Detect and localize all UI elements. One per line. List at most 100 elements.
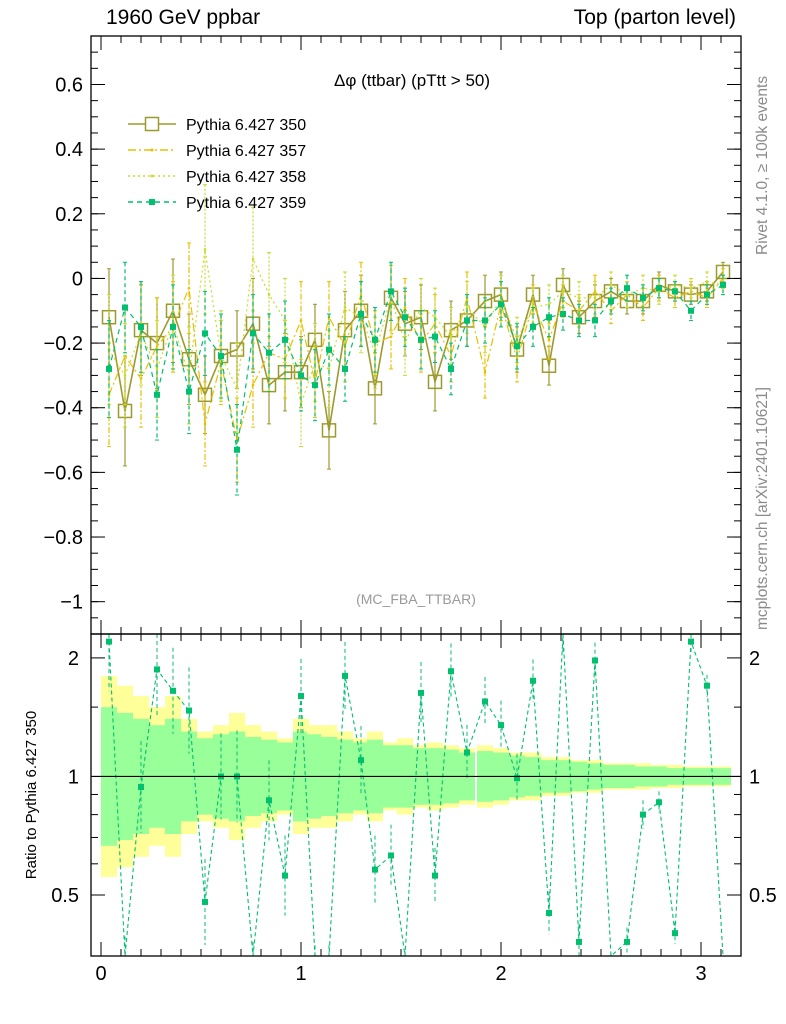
data-point [342,365,348,372]
ratio-point [672,930,678,937]
ratio-point [186,707,192,714]
legend-marker [150,148,154,152]
ratio-point [448,668,454,675]
data-point [609,283,613,287]
series-line [108,249,724,407]
data-point [576,317,582,324]
ratio-point [154,666,160,673]
axes: 0.6 0.4 0.2 0 −0.2 −0.4 −0.6 −0.8 −1 0 1 2 3 2 2 1 1 0.5 0… [44,35,777,985]
data-point [388,288,394,295]
data-point [389,335,393,338]
data-point [123,374,127,377]
data-point [313,361,317,364]
series-line [108,271,724,431]
legend-label: Pythia 6.427 358 [186,169,306,186]
data-point [251,257,255,261]
ratio-point [576,938,582,945]
data-point [250,330,256,337]
data-point [705,280,709,283]
ratio-y-tick-label: 2 [68,648,79,670]
data-point [282,336,288,343]
data-point [427,374,443,390]
legend-label: Pythia 6.427 359 [186,195,306,212]
data-point [656,285,662,292]
ratio-point [282,872,288,879]
ratio-point [418,689,424,696]
y-tick-label: −0.8 [44,527,83,549]
data-point [704,291,710,298]
data-point [433,322,437,325]
ratio-point [688,638,694,645]
data-point [327,367,331,371]
header-right: Top (parton level) [573,6,736,29]
ratio-point [372,866,378,873]
data-point [312,382,318,389]
ratio-y-tick-label-right: 2 [749,648,760,670]
data-point [197,387,213,403]
data-point [299,319,303,322]
ratio-point [592,657,598,664]
data-point [672,288,678,295]
data-point [608,298,614,305]
data-point [561,290,565,293]
ratio-point [704,682,710,689]
y-tick-label: −0.6 [44,462,83,484]
y-tick-label: −0.2 [44,333,83,355]
ratio-point [432,872,438,879]
data-point [251,383,255,387]
series-2 [107,184,725,448]
data-point [202,330,208,337]
ratio-point [202,898,208,905]
data-point [187,286,191,290]
data-point [402,314,408,321]
data-point [720,281,726,288]
ratio-point [530,677,536,684]
y-tick-label: 0.2 [55,204,83,226]
ratio-point [170,687,176,694]
y-tick-label: 0.4 [55,139,83,161]
data-point [203,422,207,426]
ratio-point [656,799,662,806]
data-point [154,391,160,398]
data-point [625,293,629,296]
data-point [547,338,551,342]
data-point [689,286,693,290]
data-point [122,304,128,311]
data-point [372,336,378,343]
ratio-point [106,638,112,645]
ratio-line [108,633,724,958]
data-point [530,323,536,330]
data-point [547,302,551,306]
legend-item-3: Pythia 6.427 359 [128,195,306,212]
data-point [235,387,239,390]
data-point [624,285,630,292]
data-point [106,365,112,372]
ratio-point [640,811,646,818]
data-point [464,317,470,324]
ratio-y-tick-label: 1 [68,766,79,788]
ratio-point [498,722,504,729]
data-point [498,301,504,308]
data-point [155,367,159,371]
ratio-point [514,775,520,782]
series-3 [106,261,726,496]
series-line [108,284,724,450]
legend-item-1: Pythia 6.427 357 [128,143,306,160]
x-tick-label: 2 [495,963,506,985]
data-point [403,341,407,345]
chart-title: Δφ (ttbar) (pTtt > 50) [334,71,490,90]
data-point [448,365,454,372]
y-tick-label: −0.4 [44,398,83,420]
legend-label: Pythia 6.427 357 [186,143,306,160]
x-tick-label: 0 [95,963,106,985]
data-point [560,310,566,317]
data-point [266,349,272,356]
header-left: 1960 GeV ppbar [106,6,261,29]
ratio-point [388,852,394,859]
data-point [234,446,240,453]
ratio-ylabel: Ratio to Pythia 6.427 350 [23,711,40,879]
data-point [593,296,597,300]
data-point [433,315,437,319]
ratio-y-tick-label-right: 1 [749,766,760,788]
data-point [203,248,207,251]
